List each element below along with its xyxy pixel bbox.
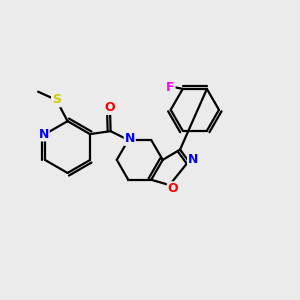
Text: N: N [188, 153, 198, 167]
Text: N: N [124, 132, 135, 145]
Text: O: O [168, 182, 178, 195]
Text: F: F [166, 81, 175, 94]
Text: N: N [38, 128, 49, 141]
Text: O: O [105, 101, 115, 114]
Text: S: S [52, 93, 61, 106]
